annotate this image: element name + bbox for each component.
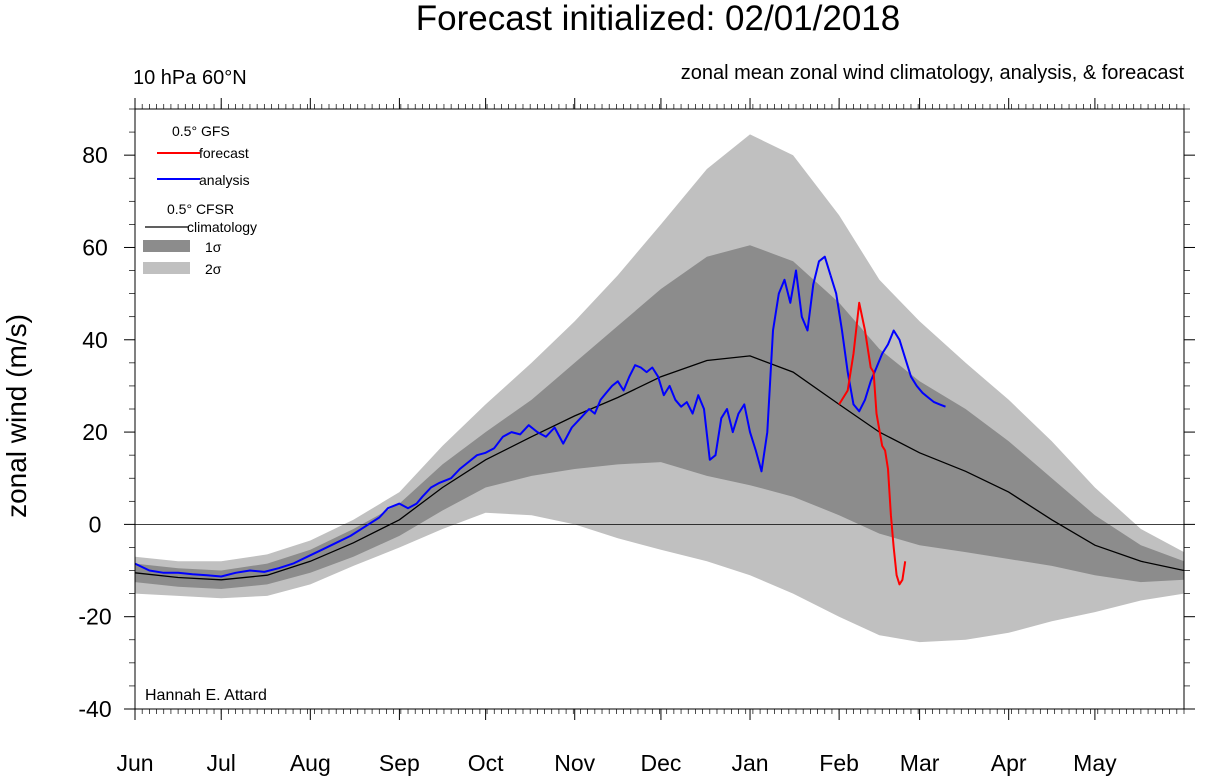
y-tick-label: 0 xyxy=(89,511,102,537)
y-tick-label: 20 xyxy=(82,419,108,445)
x-tick-label: Mar xyxy=(900,750,940,776)
climatology-line xyxy=(134,355,1185,581)
legend-cfsr-header: 0.5° CFSR xyxy=(167,201,234,217)
legend-sigma2-label: 2σ xyxy=(205,261,222,277)
y-axis-label: zonal wind (m/s) xyxy=(1,314,32,518)
x-tick-label: Jan xyxy=(731,750,768,776)
legend-sigma2-swatch xyxy=(143,262,190,274)
series-line-analysis xyxy=(134,255,832,578)
axes-group xyxy=(124,98,1195,720)
climatology-bands xyxy=(135,134,1184,643)
x-tick-label: Feb xyxy=(819,750,859,776)
x-tick-label: Aug xyxy=(290,750,331,776)
legend-sigma1-label: 1σ xyxy=(205,239,222,255)
x-tick-label: Apr xyxy=(991,750,1027,776)
x-tick-label: Sep xyxy=(379,750,420,776)
legend: 0.5° GFS forecast analysis 0.5° CFSR cli… xyxy=(143,123,257,277)
series-line-forecast xyxy=(838,301,907,586)
legend-forecast-label: forecast xyxy=(199,145,249,161)
chart-subtitle-left: 10 hPa 60°N xyxy=(133,67,247,89)
legend-gfs-header: 0.5° GFS xyxy=(172,123,230,139)
y-tick-label: 40 xyxy=(82,327,108,353)
x-tick-label: Jul xyxy=(207,750,236,776)
data-lines xyxy=(134,255,1185,586)
sigma1-band xyxy=(135,245,1184,589)
y-tick-label: 80 xyxy=(82,142,108,168)
x-tick-label: Nov xyxy=(554,750,595,776)
y-tick-label: -20 xyxy=(78,604,111,630)
legend-analysis-label: analysis xyxy=(199,172,250,188)
credit-text: Hannah E. Attard xyxy=(145,687,267,704)
legend-sigma1-swatch xyxy=(143,240,190,252)
x-tick-label: May xyxy=(1073,750,1117,776)
x-tick-label: Jun xyxy=(116,750,153,776)
y-tick-labels: 80 60 40 20 0 -20 -40 xyxy=(78,142,111,722)
chart-subtitle-right: zonal mean zonal wind climatology, analy… xyxy=(681,62,1185,84)
legend-climatology-label: climatology xyxy=(187,219,257,235)
y-tick-label: -40 xyxy=(78,696,111,722)
chart-title: Forecast initialized: 02/01/2018 xyxy=(416,0,900,38)
x-tick-label: Oct xyxy=(468,750,504,776)
y-tick-label: 60 xyxy=(82,234,108,260)
x-tick-labels: Jun Jul Aug Sep Oct Nov Dec Jan Feb Mar Apr May xyxy=(116,750,1117,776)
x-tick-label: Dec xyxy=(640,750,681,776)
